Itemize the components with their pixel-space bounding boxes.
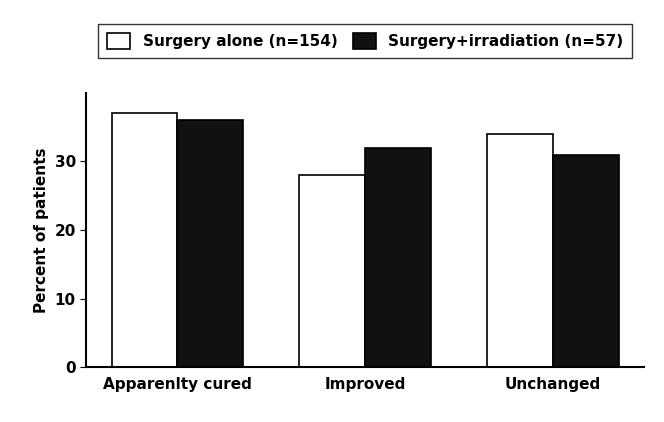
Bar bbox=[299, 175, 365, 367]
Legend: Surgery alone (n=154), Surgery+irradiation (n=57): Surgery alone (n=154), Surgery+irradiati… bbox=[98, 24, 632, 58]
Bar bbox=[487, 134, 553, 367]
Bar bbox=[177, 120, 243, 367]
Bar bbox=[365, 148, 431, 367]
Y-axis label: Percent of patients: Percent of patients bbox=[34, 147, 49, 313]
Bar bbox=[112, 114, 177, 367]
Bar bbox=[553, 154, 619, 367]
